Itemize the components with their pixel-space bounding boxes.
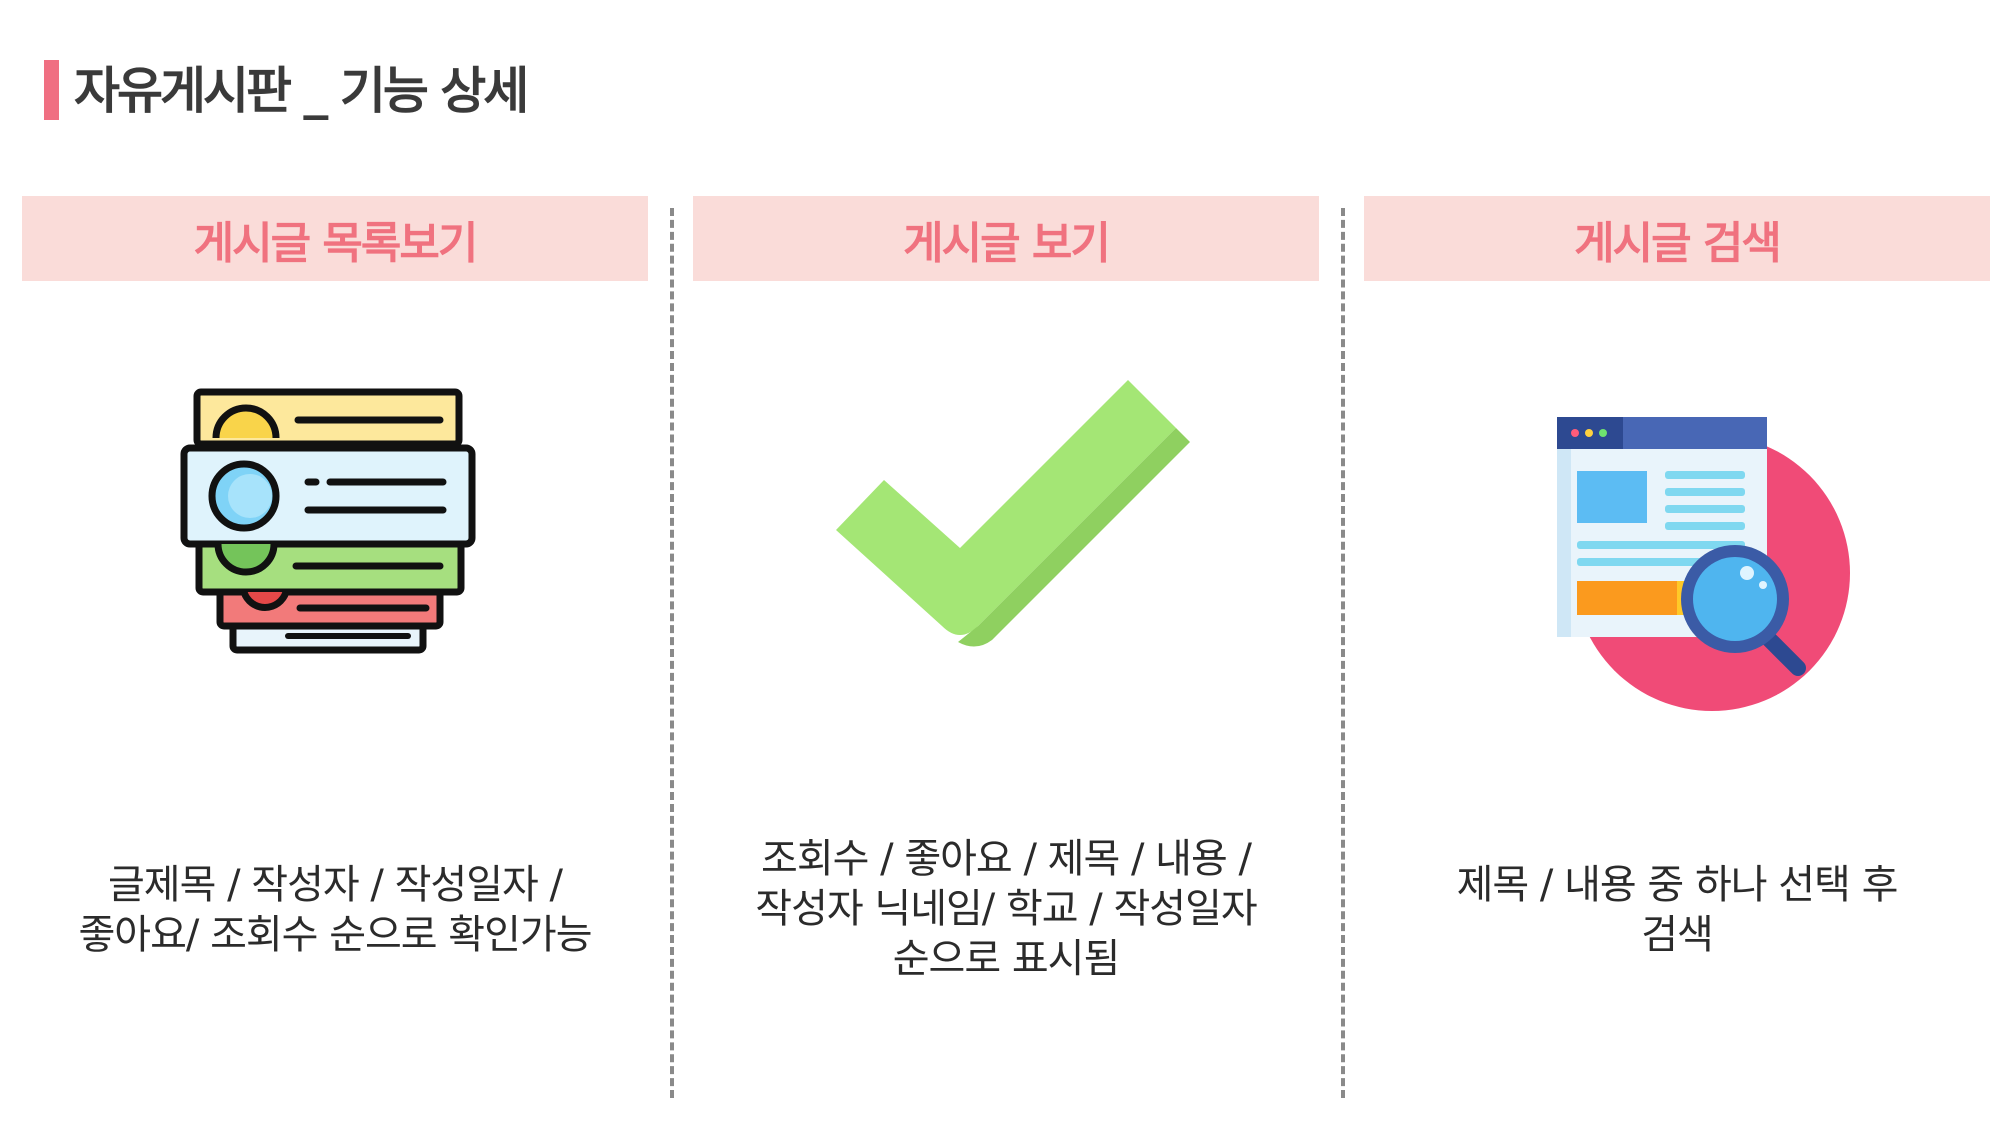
description-list-line: 좋아요/ 조회수 순으로 확인가능	[78, 912, 592, 958]
column-header-view-label: 게시글 보기	[903, 217, 1111, 269]
column-header-search-label: 게시글 검색	[1574, 217, 1782, 269]
column-header-list: 게시글 목록보기	[22, 196, 648, 281]
web-search-icon	[1557, 417, 1850, 711]
column-header-view: 게시글 보기	[693, 196, 1319, 281]
description-search: 제목 / 내용 중 하나 선택 후 검색	[1364, 860, 1990, 960]
description-list: 글제목 / 작성자 / 작성일자 / 좋아요/ 조회수 순으로 확인가능	[22, 860, 648, 960]
page-title: 자유게시판 _ 기능 상세	[74, 62, 529, 120]
description-list-line: 글제목 / 작성자 / 작성일자 /	[107, 862, 563, 908]
title-accent-bar	[44, 60, 59, 120]
column-header-list-label: 게시글 목록보기	[193, 217, 479, 269]
description-search-line: 검색	[1641, 912, 1714, 958]
description-search-line: 제목 / 내용 중 하나 선택 후	[1456, 862, 1899, 908]
column-divider-2	[1341, 208, 1345, 1098]
column-divider-1	[670, 208, 674, 1098]
column-header-search: 게시글 검색	[1364, 196, 1990, 281]
description-view-line: 작성자 닉네임/ 학교 / 작성일자	[755, 886, 1257, 932]
description-view-line: 조회수 / 좋아요 / 제목 / 내용 /	[761, 836, 1252, 882]
checkmark-icon	[836, 380, 1190, 647]
stacked-list-icon	[180, 388, 476, 654]
description-view-line: 순으로 표시됨	[892, 936, 1121, 982]
description-view: 조회수 / 좋아요 / 제목 / 내용 / 작성자 닉네임/ 학교 / 작성일자…	[693, 834, 1319, 984]
